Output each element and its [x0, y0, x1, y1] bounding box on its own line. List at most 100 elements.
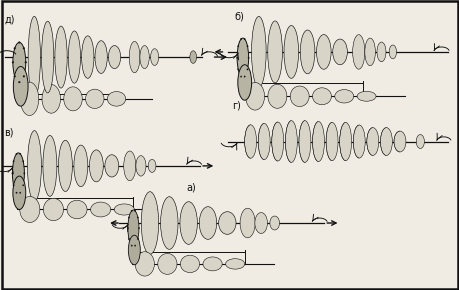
- Ellipse shape: [243, 76, 245, 77]
- Ellipse shape: [254, 213, 267, 233]
- Ellipse shape: [247, 57, 249, 59]
- Ellipse shape: [123, 151, 135, 181]
- Ellipse shape: [128, 210, 139, 246]
- Ellipse shape: [334, 90, 353, 103]
- Ellipse shape: [23, 47, 25, 49]
- Ellipse shape: [42, 84, 61, 113]
- Ellipse shape: [16, 192, 17, 193]
- Ellipse shape: [316, 35, 330, 69]
- Ellipse shape: [22, 184, 24, 186]
- Ellipse shape: [12, 153, 24, 194]
- Ellipse shape: [85, 89, 104, 108]
- Ellipse shape: [135, 156, 146, 176]
- Ellipse shape: [376, 42, 385, 62]
- Ellipse shape: [202, 257, 222, 271]
- Ellipse shape: [199, 207, 216, 239]
- Ellipse shape: [131, 245, 132, 246]
- Ellipse shape: [283, 26, 298, 78]
- Ellipse shape: [20, 192, 21, 193]
- Ellipse shape: [353, 125, 364, 158]
- Ellipse shape: [74, 145, 88, 187]
- Ellipse shape: [22, 161, 24, 162]
- Ellipse shape: [13, 184, 14, 186]
- Ellipse shape: [128, 217, 129, 218]
- Ellipse shape: [415, 135, 424, 148]
- Ellipse shape: [269, 216, 279, 230]
- Ellipse shape: [236, 57, 237, 59]
- Ellipse shape: [148, 160, 156, 172]
- Ellipse shape: [137, 238, 138, 240]
- Ellipse shape: [237, 69, 238, 70]
- Ellipse shape: [246, 69, 248, 70]
- Text: а): а): [186, 183, 196, 193]
- Ellipse shape: [13, 42, 26, 82]
- Ellipse shape: [325, 122, 337, 161]
- Ellipse shape: [245, 82, 264, 110]
- Ellipse shape: [285, 121, 297, 162]
- Ellipse shape: [352, 35, 364, 69]
- Ellipse shape: [380, 128, 392, 155]
- Ellipse shape: [41, 21, 54, 93]
- Ellipse shape: [240, 76, 241, 77]
- Ellipse shape: [127, 227, 129, 229]
- Ellipse shape: [58, 140, 72, 191]
- Ellipse shape: [20, 153, 21, 155]
- Ellipse shape: [180, 255, 199, 273]
- Ellipse shape: [150, 49, 158, 66]
- Ellipse shape: [23, 75, 25, 77]
- Ellipse shape: [332, 39, 347, 65]
- Ellipse shape: [138, 227, 140, 229]
- Ellipse shape: [312, 88, 331, 105]
- Ellipse shape: [55, 26, 67, 88]
- Ellipse shape: [243, 38, 245, 40]
- Text: г): г): [232, 101, 241, 111]
- Text: в): в): [5, 127, 14, 137]
- Ellipse shape: [16, 153, 17, 155]
- Ellipse shape: [108, 46, 120, 68]
- Ellipse shape: [81, 36, 94, 78]
- Ellipse shape: [95, 41, 107, 73]
- Ellipse shape: [129, 41, 140, 73]
- Ellipse shape: [105, 155, 118, 177]
- Ellipse shape: [246, 46, 248, 47]
- Ellipse shape: [240, 208, 255, 238]
- Ellipse shape: [140, 46, 149, 68]
- Ellipse shape: [114, 204, 134, 215]
- Ellipse shape: [134, 210, 135, 212]
- Ellipse shape: [128, 235, 140, 265]
- Ellipse shape: [134, 245, 135, 246]
- Ellipse shape: [364, 38, 375, 66]
- Ellipse shape: [225, 259, 244, 269]
- Ellipse shape: [141, 192, 158, 254]
- Ellipse shape: [12, 61, 14, 63]
- Ellipse shape: [128, 238, 129, 240]
- Ellipse shape: [28, 16, 40, 98]
- Ellipse shape: [298, 121, 310, 162]
- Ellipse shape: [107, 92, 125, 106]
- Ellipse shape: [14, 75, 16, 77]
- Ellipse shape: [131, 210, 132, 212]
- Ellipse shape: [89, 150, 103, 182]
- Ellipse shape: [157, 253, 177, 274]
- Ellipse shape: [244, 125, 256, 158]
- Ellipse shape: [90, 202, 111, 217]
- Ellipse shape: [290, 86, 308, 106]
- Ellipse shape: [339, 122, 351, 161]
- Ellipse shape: [18, 41, 20, 43]
- Ellipse shape: [12, 173, 13, 174]
- Ellipse shape: [137, 217, 138, 218]
- Ellipse shape: [20, 82, 39, 115]
- Ellipse shape: [240, 38, 241, 40]
- Ellipse shape: [300, 30, 314, 74]
- Text: д): д): [5, 14, 15, 25]
- Ellipse shape: [237, 46, 238, 47]
- Ellipse shape: [257, 124, 269, 160]
- Ellipse shape: [13, 66, 28, 106]
- Ellipse shape: [366, 128, 378, 155]
- Ellipse shape: [67, 200, 87, 219]
- Ellipse shape: [267, 84, 286, 108]
- Ellipse shape: [18, 81, 20, 83]
- Ellipse shape: [312, 122, 324, 162]
- Ellipse shape: [20, 197, 40, 222]
- Ellipse shape: [43, 198, 63, 221]
